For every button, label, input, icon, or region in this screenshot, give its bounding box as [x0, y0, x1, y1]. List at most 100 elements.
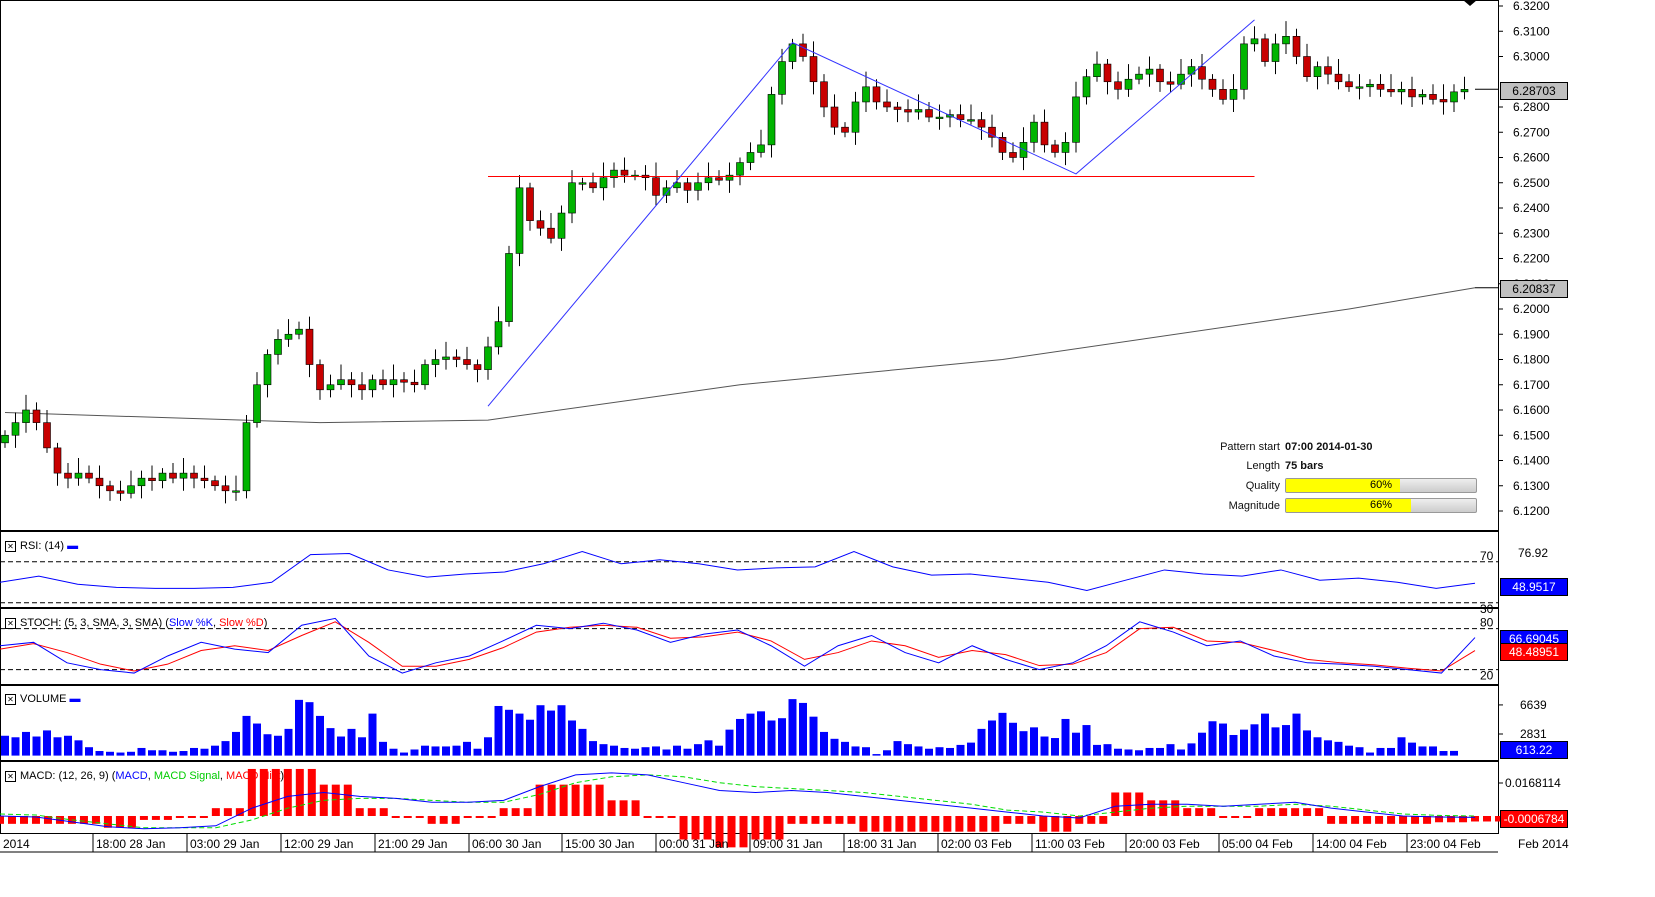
candle [316, 364, 324, 391]
candle [778, 61, 786, 95]
macd-hist-bar [619, 800, 628, 816]
length-label: Length [1246, 460, 1280, 472]
volume-bar [788, 699, 797, 756]
volume-bar [32, 736, 41, 756]
volume-bar [1135, 750, 1143, 756]
volume-bar [1009, 722, 1017, 756]
candle [53, 447, 62, 474]
volume-bar [106, 751, 114, 756]
macd-hist-bar [259, 768, 268, 816]
candle [1292, 35, 1301, 57]
candle [442, 356, 450, 360]
y-tick-label: 6.2000 [1513, 302, 1550, 316]
macd-hist-legend: MACD Hist [226, 770, 281, 782]
volume-bar [1145, 747, 1154, 756]
candle [977, 119, 986, 128]
macd-hist-bar [1363, 816, 1372, 824]
volume-bar [442, 746, 450, 756]
candle [746, 152, 755, 163]
candle [106, 485, 114, 492]
candle [967, 119, 975, 122]
candle [883, 101, 891, 108]
macd-hist-bar [163, 816, 172, 820]
macd-hist-bar [295, 768, 304, 816]
candle [851, 101, 860, 133]
rsi-level-label: 30 [1480, 602, 1494, 616]
y-tick-label: 6.1500 [1513, 428, 1550, 442]
volume-bar [473, 748, 482, 756]
volume-bar [505, 709, 513, 756]
y-tick-label: 6.2200 [1513, 252, 1550, 266]
macd-hist-bar [1267, 808, 1276, 816]
macd-hist-bar [943, 816, 952, 832]
candle [1030, 121, 1038, 143]
candle [715, 177, 723, 181]
candle [263, 354, 272, 386]
macd-hist-bar [847, 816, 856, 824]
quality-fill [1286, 479, 1400, 492]
x-box-icon[interactable]: ✕ [5, 693, 16, 705]
volume-bar [1114, 748, 1122, 756]
macd-hist-bar [727, 816, 736, 848]
volume-bar [956, 744, 965, 756]
volume-bar [1408, 742, 1416, 756]
x-box-icon[interactable]: ✕ [5, 540, 16, 552]
volume-bar [893, 741, 902, 756]
quality-text: 60% [1369, 479, 1393, 491]
volume-bar [1397, 737, 1406, 756]
volume-bar [715, 745, 723, 756]
volume-bar [1229, 734, 1238, 756]
macd-hist-bar [799, 816, 808, 824]
pattern-start-label: Pattern start [1220, 441, 1280, 453]
candle [305, 328, 314, 365]
macd-hist-bar [223, 808, 232, 816]
macd-hist-bar [1135, 792, 1144, 816]
x-tick-label: 18:00 28 Jan [96, 837, 165, 851]
volume-bar [883, 750, 891, 756]
macd-hist-bar [511, 808, 520, 816]
volume-bar [725, 729, 734, 756]
volume-bar [568, 720, 576, 756]
volume-bar [1303, 730, 1311, 756]
volume-bar [389, 748, 398, 756]
candle [190, 472, 198, 479]
candle [158, 472, 167, 481]
macd-hist-bar [439, 816, 448, 824]
candle [22, 409, 30, 423]
candle [820, 81, 828, 108]
x-box-icon[interactable]: ✕ [5, 617, 16, 629]
candle [1177, 73, 1185, 85]
macd-hist-bar [20, 816, 28, 824]
candle [1145, 68, 1154, 75]
volume-bar [253, 723, 261, 756]
macd-hist-bar [79, 816, 88, 824]
candle [242, 422, 251, 492]
macd-hist-bar [631, 800, 640, 816]
panel-frame [0, 761, 1499, 834]
x-tick-label: 06:00 30 Jan [472, 837, 541, 851]
volume-scale-label: 2831 [1520, 727, 1547, 741]
candle [127, 485, 135, 494]
macd-hist-bar [1099, 816, 1108, 824]
candle [1450, 91, 1458, 103]
volume-bar [358, 737, 366, 756]
macd-hist-bar [187, 816, 196, 818]
y-tick-label: 6.3100 [1513, 24, 1550, 38]
volume-value-tag: 613.22 [1500, 741, 1568, 759]
macd-hist-bar [1015, 816, 1024, 824]
x-box-icon[interactable]: ✕ [5, 770, 16, 782]
volume-title: VOLUME [20, 693, 67, 705]
volume-bar [1208, 721, 1217, 756]
candle [872, 86, 881, 103]
macd-hist-bar [211, 808, 220, 816]
candle [725, 174, 734, 181]
volume-bar [841, 741, 849, 756]
macd-hist-bar [43, 816, 52, 824]
macd-hist-bar [1123, 792, 1132, 816]
panel-frame [0, 0, 1499, 531]
candle [935, 116, 944, 119]
volume-bar [305, 702, 314, 756]
macd-hist-bar [343, 784, 352, 816]
volume-bar [1282, 725, 1290, 756]
